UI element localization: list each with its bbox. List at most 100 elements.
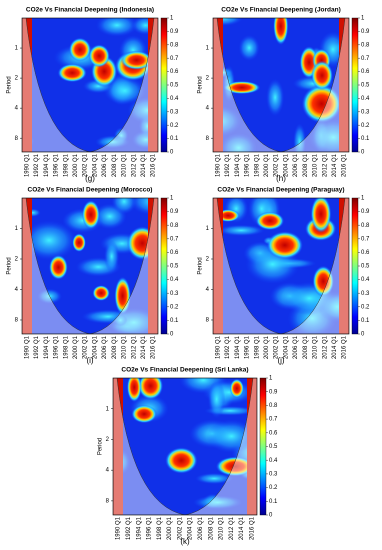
x-tick-label: 2014 Q1 (239, 516, 245, 540)
x-tick-label: 2016 Q1 (342, 335, 348, 359)
cone-of-influence (113, 378, 257, 515)
heatmap-texture (49, 254, 68, 280)
x-tick-label: 2000 Q1 (73, 153, 79, 177)
heatmap-texture (217, 224, 265, 237)
colorbar-tick-label: 1 (361, 16, 365, 22)
x-tick-label: 2010 Q1 (219, 516, 225, 540)
x-tick-label: 1990 Q1 (24, 335, 30, 359)
cone-of-influence (213, 18, 349, 152)
heatmap-texture (165, 447, 198, 474)
edge-right (339, 18, 349, 152)
heatmap-texture (22, 220, 77, 261)
colorbar-tick-label: 0.4 (269, 458, 278, 464)
y-tick-label: 1 (15, 226, 19, 232)
x-tick-label: 2002 Q1 (274, 335, 280, 359)
plot-frame (112, 377, 258, 516)
colorbar (351, 197, 359, 335)
colorbar-tick-label: 0.4 (170, 277, 179, 283)
x-tick-label: 2010 Q1 (313, 153, 319, 177)
x-tick-label: 1992 Q1 (126, 516, 132, 540)
x-tick-label: 1998 Q1 (254, 153, 260, 177)
x-tick-label: 1996 Q1 (245, 153, 251, 177)
panel-title: CO2e Vs Financial Deepening (Jordan) (221, 7, 341, 14)
x-tick-label: 2012 Q1 (131, 153, 137, 177)
x-tick-label: 2006 Q1 (293, 153, 299, 177)
panel-label: (k) (180, 537, 190, 546)
heatmap-texture (138, 378, 164, 400)
colorbar-tick-label: 0.3 (170, 291, 179, 297)
colorbar-tick-label: 0.8 (361, 223, 370, 229)
x-tick-label: 2012 Q1 (131, 335, 137, 359)
y-tick-label: 4 (206, 287, 210, 293)
x-tick-label: 2002 Q1 (83, 153, 89, 177)
heatmap-texture (57, 63, 87, 83)
heatmap-texture (215, 456, 255, 477)
y-axis-label: Period (198, 257, 204, 274)
panel: CO2e Vs Financial Deepening (Morocco) 1 2 4… (7, 187, 179, 365)
edge-left (22, 198, 32, 334)
heatmap-texture (207, 379, 226, 419)
y-tick-label: 2 (206, 76, 210, 82)
colorbar-tick-label: 0 (170, 150, 174, 156)
x-tick-label: 1990 Q1 (215, 335, 221, 359)
colorbar-tick-label: 0.4 (361, 96, 370, 102)
y-tick-label: 2 (15, 257, 19, 263)
x-tick-label: 2008 Q1 (303, 335, 309, 359)
panel-label: (h) (276, 174, 286, 183)
x-tick-label: 2004 Q1 (92, 335, 98, 359)
edge-right (247, 378, 257, 515)
x-tick-label: 1994 Q1 (235, 335, 241, 359)
x-tick-label: 2012 Q1 (322, 335, 328, 359)
x-tick-label: 2006 Q1 (198, 516, 204, 540)
plot-area (213, 18, 349, 152)
x-tick-label: 1998 Q1 (63, 335, 69, 359)
y-tick-label: 4 (206, 106, 210, 112)
y-tick-label: 4 (106, 468, 110, 474)
panel-title: CO2e Vs Financial Deepening (Morocco) (28, 187, 153, 194)
x-tick-label: 1996 Q1 (245, 335, 251, 359)
plot-frame (21, 17, 159, 153)
plot-area (113, 378, 257, 515)
y-tick-label: 4 (15, 106, 19, 112)
colorbar-tick-label: 0.9 (269, 389, 278, 395)
colorbar-tick-label: 0.8 (170, 223, 179, 229)
colorbar-tick-label: 0.1 (170, 136, 179, 142)
y-tick-label: 1 (15, 46, 19, 52)
colorbar-tick-label: 0.6 (269, 430, 278, 436)
colorbar-tick-label: 0.2 (170, 304, 179, 310)
x-tick-label: 1992 Q1 (34, 335, 40, 359)
colorbar-tick-label: 0.4 (361, 277, 370, 283)
colorbar-tick-label: 0.3 (170, 109, 179, 115)
colorbar-tick-label: 0.8 (170, 42, 179, 48)
y-axis-label: Period (7, 76, 13, 93)
panel: CO2e Vs Financial Deepening (Sri Lanka) 1… (98, 367, 278, 546)
colorbar-tick-label: 0 (361, 150, 365, 156)
cone-of-influence (22, 18, 158, 152)
colorbar-tick-label: 0.3 (269, 471, 278, 477)
edge-right (339, 198, 349, 334)
colorbar-tick-label: 0 (170, 332, 174, 338)
x-tick-label: 1990 Q1 (116, 516, 122, 540)
colorbar-tick-label: 0.9 (170, 209, 179, 215)
x-tick-label: 2002 Q1 (274, 153, 280, 177)
x-tick-label: 2014 Q1 (332, 153, 338, 177)
panel-label: (j) (277, 356, 284, 365)
x-tick-label: 2014 Q1 (141, 335, 147, 359)
x-tick-label: 2006 Q1 (102, 153, 108, 177)
colorbar-tick-label: 0.8 (361, 42, 370, 48)
heatmap-texture (131, 404, 157, 424)
heatmap-texture (266, 231, 304, 260)
heatmap-texture (120, 50, 153, 70)
x-tick-label: 2008 Q1 (303, 153, 309, 177)
heatmap-texture (92, 285, 110, 301)
y-tick-label: 8 (206, 136, 210, 142)
heatmap-texture (307, 118, 349, 152)
colorbar-tick-label: 0.6 (361, 250, 370, 256)
heatmap-texture (220, 132, 258, 152)
heatmap-texture (195, 472, 234, 485)
heatmap-texture (104, 240, 120, 273)
heatmap-texture (238, 34, 260, 61)
heatmap-texture (95, 18, 138, 37)
plot-area (22, 198, 158, 334)
heatmap-texture (114, 276, 131, 315)
